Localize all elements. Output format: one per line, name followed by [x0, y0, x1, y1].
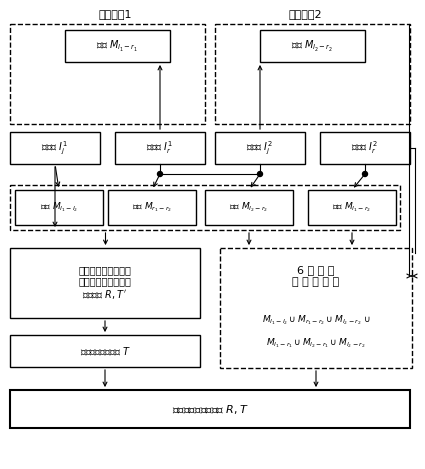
Text: $M_{l_1-l_2}\cup M_{r_1-r_2}\cup M_{l_2-r_2}$ $\cup$: $M_{l_1-l_2}\cup M_{r_1-r_2}\cup M_{l_2-…: [262, 313, 370, 327]
Bar: [308, 190, 396, 225]
Bar: [10, 24, 205, 124]
Text: 右图像 $I_r^1$: 右图像 $I_r^1$: [147, 140, 173, 156]
Bar: [15, 190, 103, 225]
Bar: [10, 248, 200, 318]
Bar: [215, 24, 410, 124]
Text: 测量视角2: 测量视角2: [288, 9, 322, 19]
Circle shape: [258, 172, 263, 176]
Text: 集合 $M_{l_2-r_2}$: 集合 $M_{l_2-r_2}$: [230, 201, 269, 214]
Text: 左图像 $I_j^2$: 左图像 $I_j^2$: [246, 139, 274, 157]
Text: 集合 $M_{l_1-l_2}$: 集合 $M_{l_1-l_2}$: [40, 201, 78, 214]
Bar: [215, 132, 305, 164]
Bar: [220, 248, 412, 368]
Text: 恢复实际平移向量 $T$: 恢复实际平移向量 $T$: [79, 345, 130, 357]
Circle shape: [158, 172, 162, 176]
Bar: [115, 132, 205, 164]
Circle shape: [363, 172, 368, 176]
Text: 利用多视几何原理估
计测量视角间的几何
变换参数 $R,T'$: 利用多视几何原理估 计测量视角间的几何 变换参数 $R,T'$: [79, 265, 131, 301]
Bar: [10, 132, 100, 164]
Text: $M_{l_1-r_1}\cup M_{l_2-r_1}\cup M_{l_2-r_2}$: $M_{l_1-r_1}\cup M_{l_2-r_1}\cup M_{l_2-…: [266, 336, 366, 350]
Text: 优化立体传感器位姿 $R,T$: 优化立体传感器位姿 $R,T$: [172, 402, 248, 416]
Bar: [205, 190, 293, 225]
Text: 集合 $M_{l_1-r_1}$: 集合 $M_{l_1-r_1}$: [96, 38, 139, 53]
Text: 左图像 $I_j^1$: 左图像 $I_j^1$: [41, 139, 68, 157]
Bar: [10, 390, 410, 428]
Text: 测量视角1: 测量视角1: [98, 9, 132, 19]
Bar: [260, 30, 365, 62]
Text: 集合 $M_{r_1-r_2}$: 集合 $M_{r_1-r_2}$: [132, 201, 172, 214]
Bar: [10, 185, 400, 230]
Text: 集合 $M_{l_1-r_2}$: 集合 $M_{l_1-r_2}$: [332, 201, 371, 214]
Bar: [108, 190, 196, 225]
Bar: [65, 30, 170, 62]
Bar: [320, 132, 410, 164]
Bar: [10, 335, 200, 367]
Text: 右图像 $I_r^2$: 右图像 $I_r^2$: [351, 140, 379, 156]
Text: 集合 $M_{l_2-r_2}$: 集合 $M_{l_2-r_2}$: [292, 38, 334, 53]
Text: 6 个 同 名
对 应 点 集 合: 6 个 同 名 对 应 点 集 合: [292, 265, 340, 287]
